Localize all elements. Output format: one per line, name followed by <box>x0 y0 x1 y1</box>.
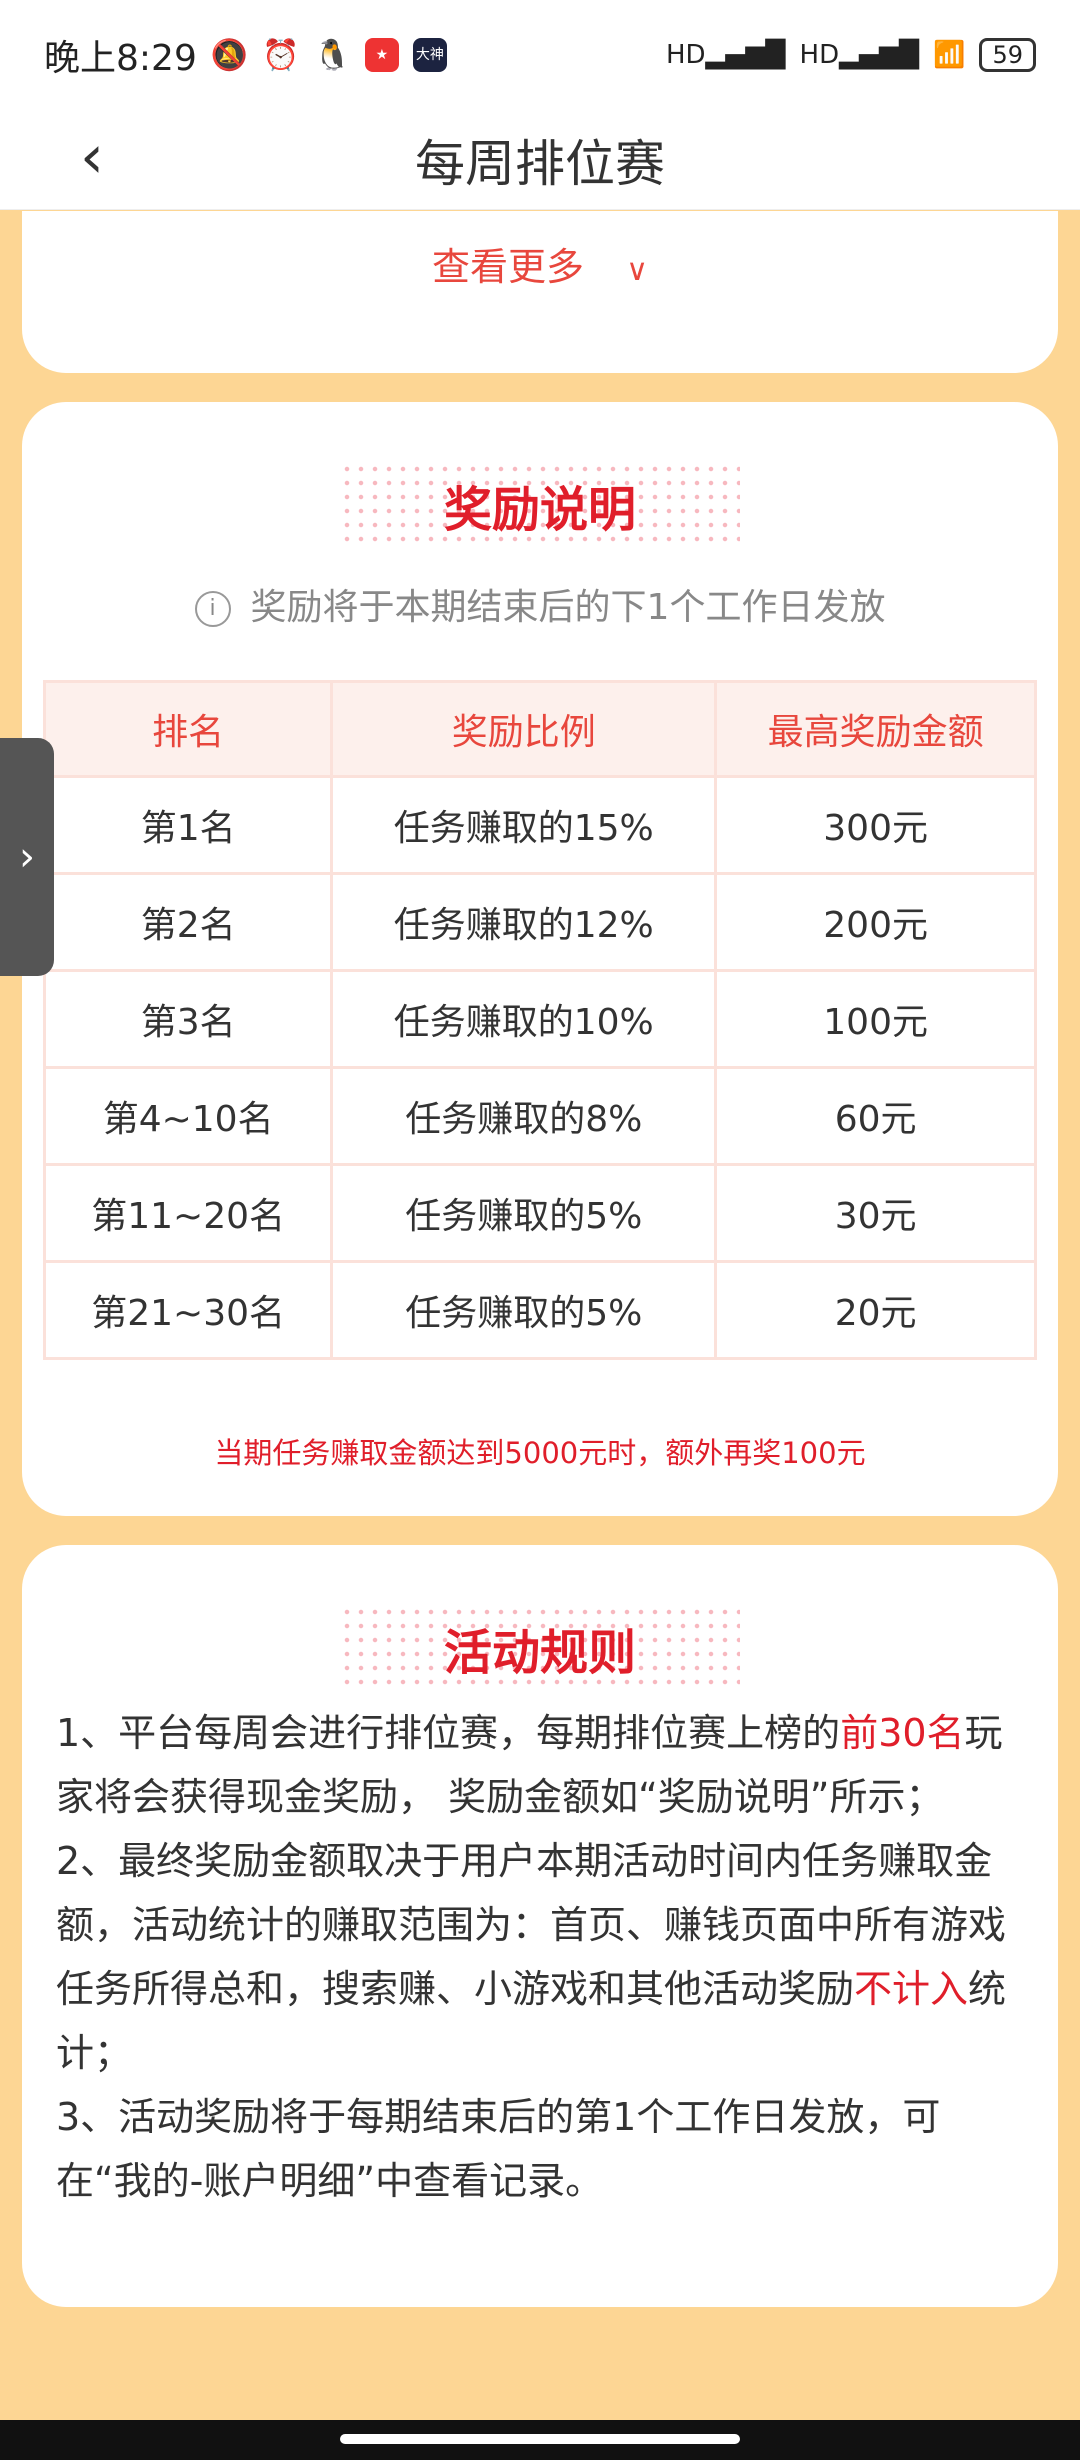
wifi-icon: 📶 <box>933 40 966 70</box>
table-cell: 任务赚取的15% <box>330 775 718 875</box>
rule-2: 2、最终奖励金额取决于用户本期活动时间内任务赚取金额，活动统计的赚取范围为：首页… <box>56 1839 1007 2075</box>
table-cell: 100元 <box>714 969 1037 1069</box>
table-cell: 第2名 <box>42 872 334 972</box>
table-cell: 任务赚取的8% <box>330 1066 718 1166</box>
status-bar: 晚上8:29 🔕 ⏰ 🐧 ★ 大神 HD▂▄▆█ HD▂▄▆█ 📶 59 <box>0 0 1080 110</box>
gesture-bar <box>0 2420 1080 2460</box>
table-row: 第2名 任务赚取的12% 200元 <box>42 872 1037 972</box>
header-max: 最高奖励金额 <box>714 680 1037 778</box>
table-row: 第1名 任务赚取的15% 300元 <box>42 775 1037 875</box>
app-notification-icon: ★ <box>364 38 399 72</box>
clock: 晚上8:29 <box>44 38 197 79</box>
header-ratio: 奖励比例 <box>330 680 718 778</box>
home-indicator[interactable] <box>340 2434 740 2444</box>
table-cell: 300元 <box>714 775 1037 875</box>
signal-icon: HD▂▄▆█ <box>665 40 786 70</box>
table-cell: 第3名 <box>42 969 334 1069</box>
side-drawer-toggle[interactable]: › <box>0 738 54 976</box>
chevron-down-icon: ∨ <box>626 253 649 288</box>
signal-icon-2: HD▂▄▆█ <box>799 40 920 70</box>
table-cell: 任务赚取的5% <box>330 1260 718 1360</box>
table-row: 第4~10名 任务赚取的8% 60元 <box>42 1066 1037 1166</box>
table-cell: 第21~30名 <box>42 1260 334 1360</box>
table-cell: 30元 <box>714 1163 1037 1263</box>
header-rank: 排名 <box>42 680 334 778</box>
table-cell: 200元 <box>714 872 1037 972</box>
table-cell: 任务赚取的10% <box>330 969 718 1069</box>
back-button[interactable]: ‹ <box>80 122 104 192</box>
table-cell: 任务赚取的5% <box>330 1163 718 1263</box>
rewards-table: 排名 奖励比例 最高奖励金额 第1名 任务赚取的15% 300元 第2名 任务赚取的12… <box>42 680 1037 1360</box>
table-cell: 任务赚取的12% <box>330 872 718 972</box>
page-title: 每周排位赛 <box>415 134 665 193</box>
battery-icon: 59 <box>979 38 1036 72</box>
rule-1: 1、平台每周会进行排位赛，每期排位赛上榜的前30名玩家将会获得现金奖励， 奖励金… <box>56 1711 1003 1819</box>
chevron-right-icon: › <box>19 834 35 880</box>
table-row: 第21~30名 任务赚取的5% 20元 <box>42 1260 1037 1360</box>
table-header: 排名 奖励比例 最高奖励金额 <box>42 680 1037 778</box>
rule-3: 3、活动奖励将于每期结束后的第1个工作日发放，可在“我的-账户明细”中查看记录。 <box>56 2095 941 2203</box>
dashen-app-icon: 大神 <box>412 38 447 72</box>
table-cell: 第1名 <box>42 775 334 875</box>
table-row: 第11~20名 任务赚取的5% 30元 <box>42 1163 1037 1263</box>
previous-card: 查看更多 ∨ <box>22 211 1058 373</box>
rewards-card: 奖励说明 i 奖励将于本期结束后的下1个工作日发放 排名 奖励比例 最高奖励金额 … <box>22 402 1058 1516</box>
rewards-subtitle: i 奖励将于本期结束后的下1个工作日发放 <box>22 578 1058 630</box>
qq-icon: 🐧 <box>313 37 351 73</box>
mute-icon: 🔕 <box>210 37 249 73</box>
table-row: 第3名 任务赚取的10% 100元 <box>42 969 1037 1069</box>
nav-bar: ‹ 每周排位赛 <box>0 110 1080 210</box>
table-cell: 60元 <box>714 1066 1037 1166</box>
view-more-button[interactable]: 查看更多 ∨ <box>431 245 649 289</box>
table-cell: 第11~20名 <box>42 1163 334 1263</box>
alarm-icon: ⏰ <box>262 37 300 73</box>
bonus-note: 当期任务赚取金额达到5000元时，额外再奖100元 <box>214 1436 866 1470</box>
table-cell: 第4~10名 <box>42 1066 334 1166</box>
rules-card: 活动规则 1、平台每周会进行排位赛，每期排位赛上榜的前30名玩家将会获得现金奖励… <box>22 1545 1058 2307</box>
section-title: 活动规则 <box>340 1605 740 1691</box>
info-icon: i <box>194 591 231 627</box>
section-title: 奖励说明 <box>340 462 740 548</box>
rules-text: 1、平台每周会进行排位赛，每期排位赛上榜的前30名玩家将会获得现金奖励， 奖励金… <box>22 1701 1058 2213</box>
table-cell: 20元 <box>714 1260 1037 1360</box>
